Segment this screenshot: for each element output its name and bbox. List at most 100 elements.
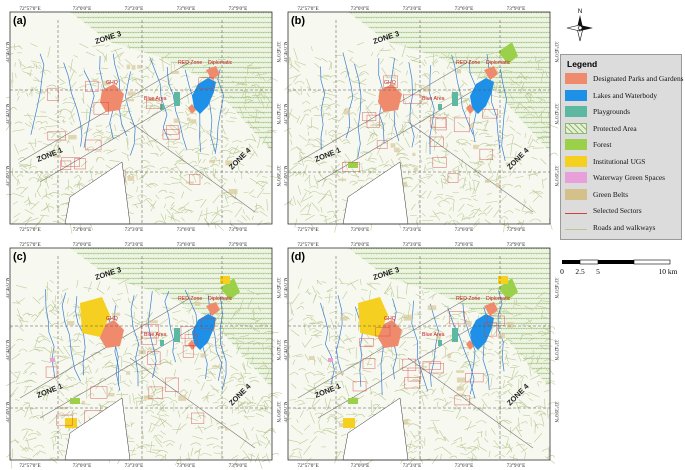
place-label: Blue Area	[144, 332, 167, 338]
place-label: RED Zone	[456, 296, 480, 302]
longitude-label: 73°9'0"E	[507, 226, 526, 233]
longitude-label: 73°6'0"E	[177, 241, 196, 248]
place-label: Diplomatic	[208, 60, 233, 66]
longitude-label: 73°3'0"E	[125, 462, 144, 469]
legend-item: Designated Parks and Gardens	[565, 72, 684, 85]
legend-swatch	[565, 122, 587, 134]
legend-swatch	[565, 224, 587, 230]
latitude-label: 33°39'0"N	[553, 401, 558, 422]
lake	[192, 78, 216, 114]
place-label: Diplomatic	[486, 296, 511, 302]
legend-label: Playgrounds	[593, 107, 630, 116]
latitude-label: 33°39'0"N	[284, 165, 289, 186]
place-label: Blue Area	[422, 96, 445, 102]
scale-tick: 5	[596, 267, 600, 276]
panel-label: (b)	[291, 15, 305, 27]
legend-swatch	[565, 106, 587, 117]
lake	[470, 314, 494, 350]
legend-item: Playgrounds	[565, 105, 630, 118]
latitude-label: 33°45'0"N	[553, 277, 558, 298]
legend-swatch	[565, 139, 587, 150]
place-label: GHQ	[106, 316, 118, 322]
latitude-label: 33°39'0"N	[275, 165, 280, 186]
latitude-label: 33°45'0"N	[6, 277, 11, 298]
longitude-label: 73°3'0"E	[125, 5, 144, 12]
longitude-label: 73°0'0"E	[351, 5, 370, 12]
longitude-label: 73°9'0"E	[507, 241, 526, 248]
place-label: Blue Area	[422, 332, 445, 338]
legend-item: Waterway Green Spaces	[565, 171, 665, 184]
north-arrow-icon: N	[562, 6, 598, 46]
map-panel: (c) ZONE 3 ZONE 1 ZONE 4 RED Zone Diplomatic B…	[6, 240, 282, 470]
legend-title: Legend	[567, 59, 598, 69]
map-panel: (d) ZONE 3 ZONE 1 ZONE 4 RED Zone Diplomatic B…	[284, 240, 560, 470]
map-panel: (a) ZONE 3 ZONE 1 ZONE 4 RED Zone Diplomatic B…	[6, 4, 282, 234]
legend-item: Roads and walkways	[565, 221, 655, 234]
longitude-label: 73°6'0"E	[177, 462, 196, 469]
legend-swatch	[565, 89, 587, 101]
longitude-label: 73°0'0"E	[351, 241, 370, 248]
longitude-label: 72°57'0"E	[19, 241, 40, 248]
legend-item: Forest	[565, 138, 611, 151]
legend-item: Institutional UGS	[565, 155, 645, 168]
latitude-label: 33°45'0"N	[6, 41, 11, 62]
legend-item: Selected Sectors	[565, 204, 642, 217]
longitude-label: 73°6'0"E	[455, 5, 474, 12]
longitude-label: 72°57'0"E	[19, 462, 40, 469]
latitude-label: 33°42'0"N	[553, 339, 558, 360]
legend-swatch	[565, 188, 587, 200]
place-label: Diplomatic	[208, 296, 233, 302]
panel-label: (a)	[13, 15, 27, 27]
longitude-label: 73°9'0"E	[229, 5, 248, 12]
latitude-label: 33°45'0"N	[275, 277, 280, 298]
place-label: GHQ	[106, 80, 118, 86]
latitude-label: 33°42'0"N	[6, 339, 11, 360]
longitude-label: 73°6'0"E	[455, 241, 474, 248]
legend-label: Selected Sectors	[593, 206, 642, 215]
legend-label: Roads and walkways	[593, 222, 656, 232]
longitude-label: 73°0'0"E	[73, 241, 92, 248]
panel-label: (c)	[13, 251, 27, 263]
legend-item: Lakes and Waterbody	[565, 89, 657, 102]
legend-label: Lakes and Waterbody	[593, 90, 658, 100]
place-label: RED Zone	[178, 60, 202, 66]
place-label: Diplomatic	[486, 60, 511, 66]
longitude-label: 73°0'0"E	[73, 226, 92, 233]
legend-swatch	[565, 172, 587, 183]
longitude-label: 73°6'0"E	[177, 5, 196, 12]
latitude-label: 33°39'0"N	[6, 401, 11, 422]
longitude-label: 73°9'0"E	[229, 241, 248, 248]
longitude-label: 72°57'0"E	[297, 462, 318, 469]
longitude-label: 73°9'0"E	[229, 462, 248, 469]
legend-item: Green Belts	[565, 188, 628, 201]
legend-label: Green Belts	[593, 189, 629, 199]
longitude-label: 73°6'0"E	[455, 226, 474, 233]
lake	[192, 314, 216, 350]
latitude-label: 33°42'0"N	[284, 339, 289, 360]
latitude-label: 33°42'0"N	[275, 103, 280, 124]
legend-label: Institutional UGS	[593, 156, 646, 166]
legend-swatch	[565, 73, 587, 84]
legend-swatch	[565, 155, 587, 167]
longitude-label: 73°6'0"E	[455, 462, 474, 469]
north-label: N	[578, 9, 582, 15]
longitude-label: 72°57'0"E	[19, 226, 40, 233]
scale-tick: 0	[560, 267, 564, 276]
longitude-label: 72°57'0"E	[297, 226, 318, 233]
legend-item: Protected Area	[565, 122, 637, 135]
longitude-label: 73°3'0"E	[125, 241, 144, 248]
legend-label: Waterway Green Spaces	[593, 173, 666, 182]
latitude-label: 33°45'0"N	[284, 41, 289, 62]
longitude-label: 72°57'0"E	[19, 5, 40, 12]
longitude-label: 73°0'0"E	[73, 5, 92, 12]
latitude-label: 33°42'0"N	[284, 103, 289, 124]
place-label: RED Zone	[456, 60, 480, 66]
legend: Legend Designated Parks and Gardens Lakes…	[560, 54, 684, 240]
panel-label: (d)	[291, 251, 305, 263]
latitude-label: 33°39'0"N	[284, 401, 289, 422]
longitude-label: 73°0'0"E	[351, 462, 370, 469]
longitude-label: 73°3'0"E	[403, 462, 422, 469]
longitude-label: 73°3'0"E	[403, 5, 422, 12]
longitude-label: 73°0'0"E	[73, 462, 92, 469]
longitude-label: 73°6'0"E	[177, 226, 196, 233]
